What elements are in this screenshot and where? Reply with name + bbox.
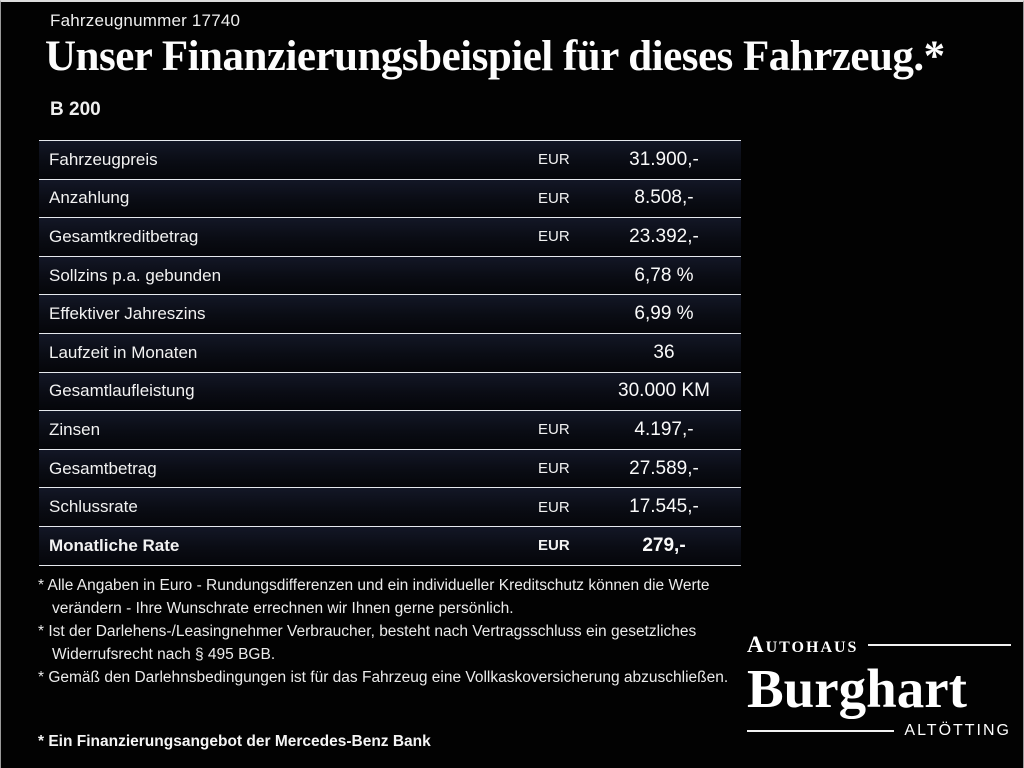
- logo-city-label: Altötting: [904, 721, 1011, 739]
- row-label: Gesamtbetrag: [49, 458, 157, 478]
- row-label: Sollzins p.a. gebunden: [49, 265, 222, 285]
- vehicle-number: Fahrzeugnummer 17740: [50, 11, 241, 30]
- vehicle-model: B 200: [50, 99, 101, 120]
- logo-top-row: Autohaus: [747, 632, 1011, 658]
- table-row: Sollzins p.a. gebunden 6,78 %: [39, 255, 741, 295]
- row-currency: EUR: [538, 537, 570, 555]
- row-value: 30.000 KM: [618, 380, 710, 402]
- row-label: Laufzeit in Monaten: [49, 342, 198, 362]
- row-label: Anzahlung: [49, 188, 130, 208]
- row-label: Monatliche Rate: [49, 535, 180, 555]
- row-currency: EUR: [538, 189, 570, 207]
- table-row: Gesamtkreditbetrag EUR 23.392,-: [39, 217, 741, 256]
- row-value: 23.392,-: [629, 225, 699, 247]
- table-row: Schlussrate EUR 17.545,-: [39, 487, 741, 526]
- table-row: Zinsen EUR 4.197,-: [39, 410, 741, 449]
- row-label: Schlussrate: [49, 497, 138, 517]
- logo-divider-bottom: [747, 729, 895, 732]
- row-currency: EUR: [538, 460, 570, 478]
- row-value: 4.197,-: [634, 418, 694, 440]
- logo-dealer-name: Burghart: [747, 658, 967, 719]
- footnotes: * Alle Angaben in Euro - Rundungsdiffere…: [38, 575, 744, 690]
- footnote-item: * Alle Angaben in Euro - Rundungsdiffere…: [38, 577, 710, 617]
- dealer-logo: Autohaus Burghart Altötting: [747, 632, 1011, 740]
- row-currency: EUR: [538, 421, 570, 439]
- row-currency: EUR: [538, 151, 570, 169]
- row-value: 31.900,-: [629, 148, 699, 170]
- table-row: Monatliche Rate EUR 279,-: [39, 525, 741, 566]
- row-value: 6,99 %: [634, 303, 694, 325]
- row-label: Fahrzeugpreis: [49, 149, 158, 169]
- bank-note: * Ein Finanzierungsangebot der Mercedes-…: [38, 733, 431, 750]
- table-row: Fahrzeugpreis EUR 31.900,-: [39, 140, 741, 179]
- row-value: 8.508,-: [634, 187, 694, 209]
- row-currency: EUR: [538, 228, 570, 246]
- table-row: Anzahlung EUR 8.508,-: [39, 178, 741, 218]
- logo-autohaus-label: Autohaus: [747, 632, 859, 657]
- table-row: Laufzeit in Monaten 36: [39, 332, 741, 372]
- footnote-item: * Ist der Darlehens-/Leasingnehmer Verbr…: [38, 622, 697, 663]
- row-label: Gesamtkreditbetrag: [49, 226, 199, 246]
- table-row: Effektiver Jahreszins 6,99 %: [39, 294, 741, 333]
- page-title: Unser Finanzierungsbeispiel für dieses F…: [45, 33, 945, 80]
- row-value: 17.545,-: [629, 496, 699, 518]
- row-value: 27.589,-: [629, 457, 699, 479]
- row-value: 6,78 %: [634, 264, 694, 286]
- row-label: Gesamtlaufleistung: [49, 381, 195, 401]
- finance-table: Fahrzeugpreis EUR 31.900,- Anzahlung EUR…: [39, 140, 741, 566]
- row-label: Zinsen: [49, 419, 101, 439]
- row-label: Effektiver Jahreszins: [49, 304, 206, 324]
- footnote-item: * Gemäß den Darlehnsbedingungen ist für …: [38, 668, 729, 686]
- logo-divider-top: [868, 644, 1011, 646]
- table-row: Gesamtlaufleistung 30.000 KM: [39, 371, 741, 411]
- row-currency: EUR: [538, 498, 570, 516]
- row-value: 36: [653, 341, 675, 363]
- row-value: 279,-: [642, 534, 686, 556]
- logo-bottom-row: Altötting: [747, 722, 1011, 740]
- table-row: Gesamtbetrag EUR 27.589,-: [39, 448, 741, 488]
